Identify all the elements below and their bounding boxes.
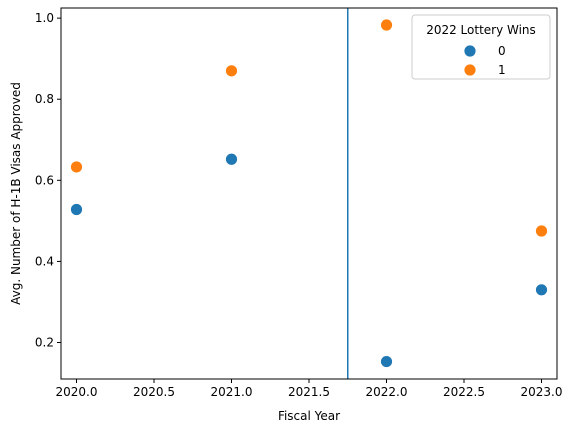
- legend: 2022 Lottery Wins 01: [411, 14, 551, 80]
- legend-box: [411, 14, 551, 80]
- data-point-series-1: [535, 224, 548, 238]
- x-tick-label: 2022.0: [366, 385, 408, 399]
- legend-label-series-0: 0: [498, 44, 506, 58]
- x-axis-label: Fiscal Year: [278, 409, 340, 423]
- data-point-series-1: [225, 64, 238, 78]
- x-tick-label: 2023.0: [521, 385, 563, 399]
- data-point-series-0: [70, 203, 83, 216]
- y-tick-label: 1.0: [35, 11, 54, 25]
- legend-marker-series-1: [463, 63, 477, 77]
- legend-marker-series-0: [463, 44, 477, 58]
- x-tick-label: 2020.0: [56, 385, 98, 399]
- y-tick-label: 0.6: [35, 173, 54, 187]
- y-tick-label: 0.4: [35, 254, 54, 268]
- legend-entries: 01: [463, 44, 506, 77]
- legend-label-series-1: 1: [498, 63, 506, 77]
- y-tick-label: 0.2: [35, 336, 54, 350]
- x-tick-label: 2022.5: [443, 385, 485, 399]
- data-point-series-0: [535, 283, 548, 297]
- legend-title: 2022 Lottery Wins: [426, 23, 536, 37]
- plot-frame: [60, 7, 558, 380]
- data-point-series-0: [225, 152, 238, 166]
- x-tick-label: 2020.5: [133, 385, 175, 399]
- data-point-series-1: [70, 160, 83, 174]
- x-tick-label: 2021.0: [211, 385, 253, 399]
- data-point-series-1: [380, 18, 393, 32]
- data-point-series-0: [380, 355, 393, 368]
- y-tick-label: 0.8: [35, 92, 54, 106]
- x-axis-ticks: 2020.0 2020.5 2021.0 2021.5 2022.0 2022.5 2023…: [56, 379, 563, 399]
- y-axis-ticks: 0.2 0.4 0.6 0.8 1.0: [35, 11, 61, 350]
- x-tick-label: 2021.5: [288, 385, 330, 399]
- y-axis-label: Avg. Number of H-1B Visas Approved: [9, 82, 23, 305]
- data-marks: [70, 8, 548, 379]
